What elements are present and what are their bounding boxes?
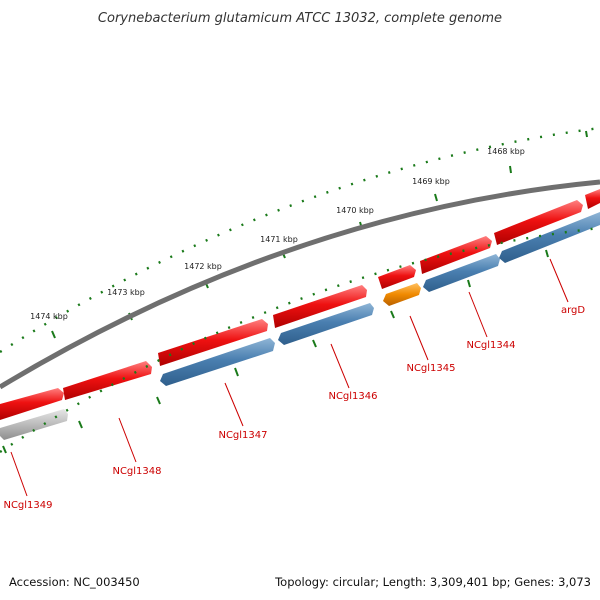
- gene-arrow-forward: [585, 189, 600, 209]
- gene-label-leaders: [10, 258, 569, 497]
- scale-tick-label: 1471 kbp: [260, 235, 298, 244]
- gene-arrow-forward: [378, 265, 416, 289]
- gene-arrow-reverse: [160, 338, 275, 386]
- gene-arrow-reverse: [0, 409, 68, 440]
- gene-label-ncgl1349: NCgl1349: [3, 500, 52, 511]
- gene-arrow-forward: [63, 361, 152, 400]
- gene-arrow-reverse: [383, 283, 421, 306]
- gene-label-argd: argD: [561, 305, 585, 316]
- gene-arrow-forward: [273, 285, 367, 328]
- inner-scale-major-ticks: [2, 249, 549, 454]
- gene-label-ncgl1348: NCgl1348: [112, 466, 161, 477]
- reverse-strand-genes: [0, 212, 600, 440]
- scale-tick-label: 1472 kbp: [184, 262, 222, 271]
- gene-arrow-forward: [420, 236, 492, 274]
- gene-arrow-reverse: [278, 303, 374, 345]
- genome-summary-text: Topology: circular; Length: 3,309,401 bp…: [274, 575, 591, 589]
- accession-text: Accession: NC_003450: [9, 575, 140, 589]
- gene-arrow-forward: [494, 200, 583, 245]
- gene-arrow-forward: [158, 319, 268, 366]
- scale-tick-label: 1469 kbp: [412, 177, 450, 186]
- gene-arrow-forward: [0, 388, 64, 420]
- gene-arrow-reverse: [499, 212, 600, 263]
- gene-label-ncgl1345: NCgl1345: [406, 363, 455, 374]
- genome-backbone: [0, 179, 600, 390]
- scale-tick-label: 1470 kbp: [336, 206, 374, 215]
- gene-label-ncgl1346: NCgl1346: [328, 391, 377, 402]
- scale-tick-label: 1474 kbp: [30, 312, 68, 321]
- gene-label-ncgl1347: NCgl1347: [218, 430, 267, 441]
- scale-tick-label: 1473 kbp: [107, 288, 145, 297]
- map-title: Corynebacterium glutamicum ATCC 13032, c…: [98, 11, 502, 26]
- gene-label-ncgl1344: NCgl1344: [466, 340, 515, 351]
- forward-strand-genes: [0, 189, 600, 420]
- scale-tick-label: 1468 kbp: [487, 147, 525, 156]
- gene-arrow-reverse: [423, 254, 500, 292]
